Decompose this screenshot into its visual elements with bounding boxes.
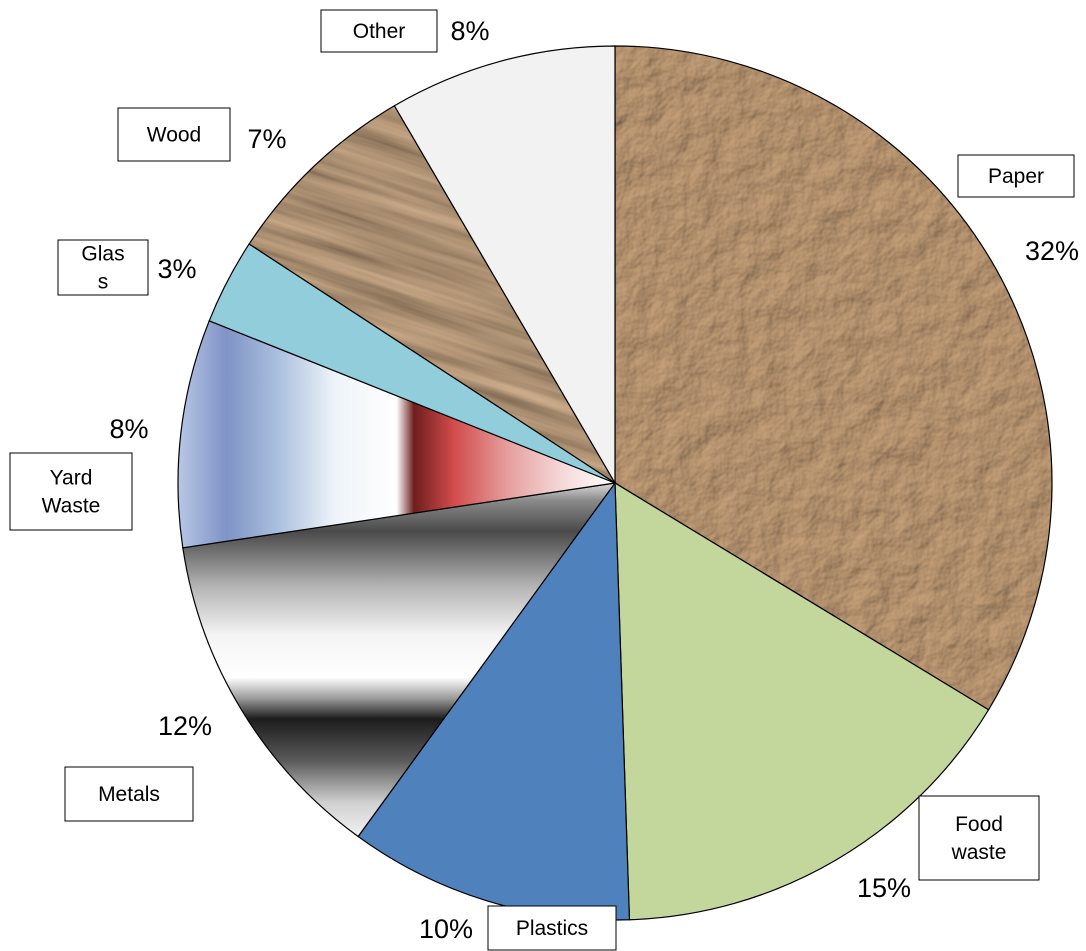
slice-label-plastics: Plastics 10% xyxy=(419,905,617,951)
slice-label-text: Plastics xyxy=(516,917,588,940)
pie-slice-paper xyxy=(614,45,1053,711)
slice-label-text: waste xyxy=(951,841,1007,864)
slice-percent-metals: 12% xyxy=(158,711,212,741)
label-box xyxy=(957,154,1075,198)
slice-label-text: Glas xyxy=(81,243,124,266)
slice-label-text: Wood xyxy=(147,124,201,147)
label-box xyxy=(64,766,194,822)
pie-slice-wood xyxy=(248,104,616,484)
slice-label-glass: Glas s 3% xyxy=(57,239,197,296)
slice-label-yard-waste: Yard Waste 8% xyxy=(9,414,149,531)
slice-label-text: Paper xyxy=(988,165,1044,188)
pie-slice-other xyxy=(393,45,616,486)
slice-label-paper: Paper 32% xyxy=(957,154,1079,266)
slice-label-text: Other xyxy=(353,20,406,43)
slice-percent-paper: 32% xyxy=(1025,236,1079,266)
slice-percent-yard-waste: 8% xyxy=(109,414,148,444)
label-box xyxy=(918,795,1040,881)
slice-label-food-waste: Food waste 15% xyxy=(857,795,1040,903)
label-box xyxy=(9,452,133,531)
pie-slices xyxy=(177,45,1053,921)
slice-label-text: s xyxy=(98,271,109,294)
slice-percent-wood: 7% xyxy=(247,124,286,154)
slice-label-text: Waste xyxy=(42,495,101,518)
slice-label-metals: Metals 12% xyxy=(64,711,212,822)
slice-label-text: Yard xyxy=(50,467,93,490)
label-box xyxy=(487,905,617,951)
label-box xyxy=(117,107,231,162)
slice-percent-other: 8% xyxy=(450,16,489,46)
pie-slice-yard-waste xyxy=(177,320,618,549)
slice-percent-glass: 3% xyxy=(157,254,196,284)
pie-slice-food-waste xyxy=(614,481,990,921)
slice-label-other: Other 8% xyxy=(320,9,490,53)
slice-percent-food-waste: 15% xyxy=(857,873,911,903)
label-box xyxy=(320,9,438,53)
pie-slice-metals xyxy=(182,482,617,838)
pie-labels: Paper 32% Food waste 15% Plastics 10% Metals 12%… xyxy=(9,9,1079,951)
slice-label-wood: Wood 7% xyxy=(117,107,287,162)
slice-label-text: Metals xyxy=(98,783,160,806)
slice-percent-plastics: 10% xyxy=(419,914,473,944)
slice-label-text: Food xyxy=(955,813,1003,836)
label-box xyxy=(57,239,149,296)
